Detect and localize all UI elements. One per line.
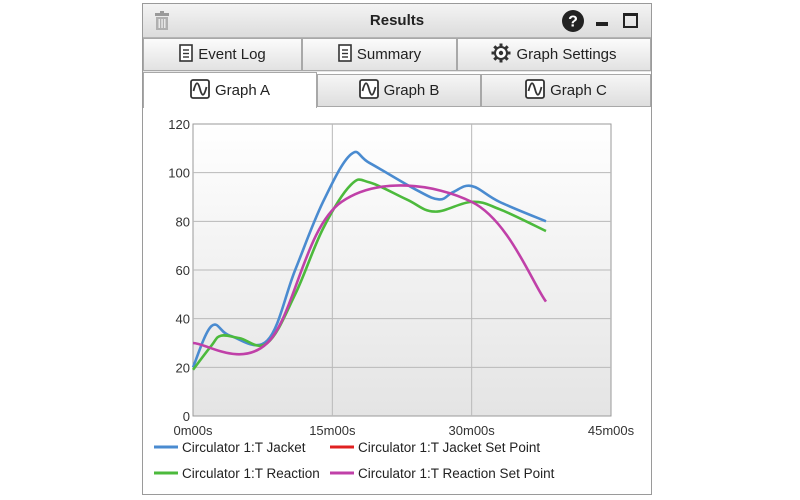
y-tick-label: 120	[168, 117, 190, 132]
y-tick-label: 100	[168, 166, 190, 181]
legend-label-1: Circulator 1:T Jacket Set Point	[358, 440, 540, 455]
tab-graph-b-label: Graph B	[383, 82, 440, 99]
x-tick-label: 45m00s	[588, 423, 635, 438]
tab-graph-a[interactable]: Graph A	[143, 72, 317, 108]
legend-label-3: Circulator 1:T Reaction Set Point	[358, 466, 555, 481]
tab-graph-a-label: Graph A	[214, 82, 271, 99]
tab-summary[interactable]: Summary	[302, 38, 457, 71]
waveform-icon	[190, 78, 210, 103]
tab-graph-settings-label: Graph Settings	[516, 46, 617, 63]
tab-event-log[interactable]: Event Log	[143, 38, 302, 71]
trash-icon[interactable]	[151, 10, 173, 37]
window-title: Results	[369, 12, 425, 29]
title-bar: Results ?	[143, 4, 651, 38]
y-tick-label: 0	[183, 409, 190, 424]
toolbar-tabs: Event Log Summary	[143, 38, 651, 72]
tab-graph-c-label: Graph C	[550, 82, 607, 99]
tab-graph-b[interactable]: Graph B	[317, 74, 481, 107]
waveform-icon	[525, 78, 546, 103]
y-tick-label: 80	[176, 214, 190, 229]
help-icon[interactable]: ?	[561, 9, 585, 38]
tab-event-log-label: Event Log	[198, 46, 266, 63]
tab-summary-label: Summary	[356, 46, 422, 63]
document-icon	[338, 43, 352, 66]
maximize-icon[interactable]	[623, 13, 638, 28]
y-tick-label: 60	[176, 263, 190, 278]
series-line-3	[192, 184, 548, 356]
y-tick-label: 40	[176, 312, 190, 327]
legend-label-2: Circulator 1:T Reaction	[182, 466, 320, 481]
minimize-icon[interactable]	[596, 22, 608, 26]
x-tick-label: 30m00s	[449, 423, 496, 438]
legend-label-0: Circulator 1:T Jacket	[182, 440, 306, 455]
waveform-icon	[358, 78, 379, 103]
graph-tabs: Graph A Graph B Graph C	[143, 72, 651, 108]
y-tick-label: 20	[176, 360, 190, 375]
svg-text:?: ?	[568, 14, 578, 31]
tab-graph-c[interactable]: Graph C	[481, 74, 651, 107]
x-tick-label: 0m00s	[173, 423, 213, 438]
tab-graph-settings[interactable]: Graph Settings	[457, 38, 651, 71]
gear-icon	[491, 43, 511, 67]
x-tick-label: 15m00s	[309, 423, 356, 438]
document-icon	[179, 43, 194, 66]
